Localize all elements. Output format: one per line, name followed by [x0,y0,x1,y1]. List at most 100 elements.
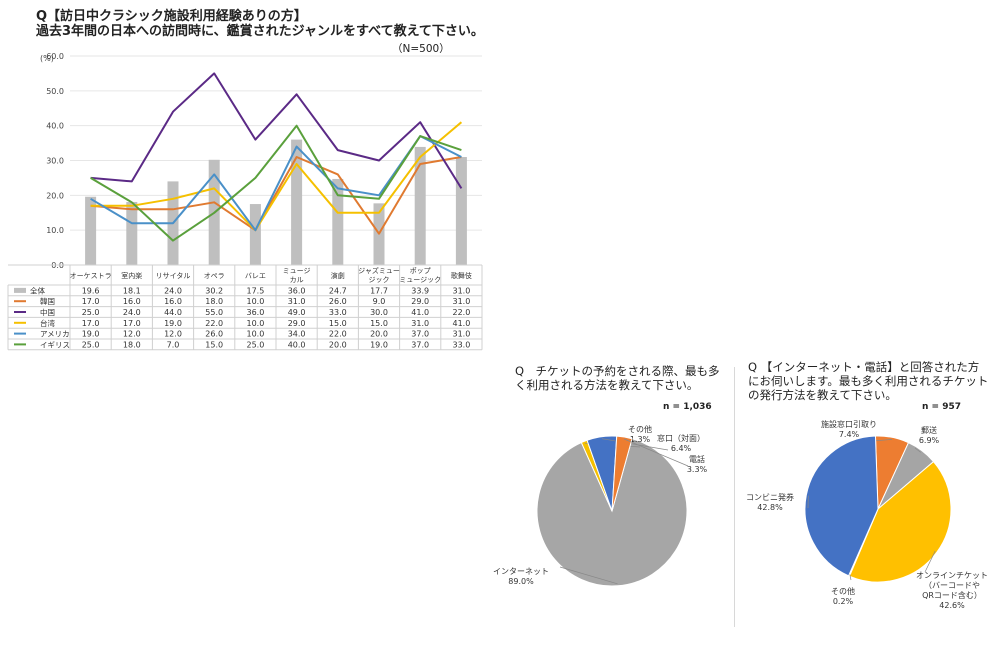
data-value-label: 44.0 [164,308,182,317]
bar-全体 [249,204,261,265]
x-category-label: ミュージ [283,267,311,275]
data-value-label: 19.6 [82,286,100,295]
data-value-label: 24.7 [329,286,347,295]
pie1-slice-value: 3.3% [687,465,708,474]
data-value-label: 55.0 [205,308,223,317]
pie1-slice-name: その他 [628,424,652,434]
pie1-slice-value: 1.3% [630,435,651,444]
data-value-label: 29.0 [288,319,306,328]
data-value-label: 33.0 [452,340,470,349]
data-value-label: 19.0 [82,330,100,339]
data-value-label: 15.0 [205,340,223,349]
data-value-label: 12.0 [123,330,141,339]
data-value-label: 24.0 [164,286,182,295]
pie2-slice-name: コンビニ発券 [746,492,794,502]
pie2-sample-size: n = 957 [922,402,962,412]
data-value-label: 36.0 [288,286,306,295]
data-value-label: 25.0 [246,340,264,349]
data-value-label: 24.0 [123,308,141,317]
legend-label-全体: 全体 [30,285,45,295]
pie2-question-line2: にお伺いします。最も多く利用されるチケット [748,374,989,388]
data-value-label: 16.0 [164,297,182,306]
bar-全体 [414,146,426,265]
x-category-label: バレエ [245,272,266,280]
data-value-label: 25.0 [82,308,100,317]
pie2-leader-line [914,447,922,453]
data-value-label: 18.0 [123,340,141,349]
data-value-label: 22.0 [452,308,470,317]
pie2-question-line1: Q 【インターネット・電話】と回答された方 [748,360,980,374]
legend-label-中国: 中国 [40,307,55,317]
data-value-label: 20.0 [370,330,388,339]
x-category-label: リサイタル [156,271,191,280]
data-value-label: 16.0 [123,297,141,306]
data-value-label: 26.0 [329,297,347,306]
data-value-label: 41.0 [452,319,470,328]
data-value-label: 15.0 [370,319,388,328]
data-value-label: 18.1 [123,286,141,295]
data-value-label: 10.0 [246,297,264,306]
pie1-leader-line [559,566,618,585]
legend-key-全体 [14,287,26,293]
y-tick-label: 10.0 [46,226,64,235]
main-title-line2: 過去3年間の日本への訪問時に、鑑賞されたジャンルをすべて教えて下さい。 [36,24,484,39]
pie2-slice-value: 7.4% [839,430,860,439]
legend-label-アメリカ: アメリカ [40,330,70,339]
series-line-イギリス [90,124,462,242]
data-value-label: 30.2 [205,286,223,295]
data-value-label: 37.0 [411,330,429,339]
data-value-label: 33.0 [329,308,347,317]
data-value-label: 17.0 [82,319,100,328]
pie1-slice-0 [536,438,688,587]
pie2-question: Q 【インターネット・電話】と回答された方 にお伺いします。最も多く利用されるチ… [748,360,988,402]
pie2-slice-2 [848,460,952,583]
data-value-label: 18.0 [205,297,223,306]
x-category-label: ジャズミュー [358,266,400,275]
pie1-leader-line [601,438,669,451]
series-line-台湾 [90,121,463,232]
data-value-label: 19.0 [370,340,388,349]
bar-全体 [455,157,467,265]
pie2-slice-4 [804,435,879,577]
data-value-label: 25.0 [82,340,100,349]
pie1-sample-size: n = 1,036 [663,402,712,412]
data-value-label: 10.0 [246,319,264,328]
legend-label-台湾: 台湾 [40,318,55,328]
x-category-label: 室内楽 [121,271,142,280]
pie2-slice-value: 42.6% [939,601,965,610]
sample-size-note: （N=500） [392,43,450,55]
data-value-label: 31.0 [288,297,306,306]
pie1-leader-line [623,438,689,467]
x-category-label: 演劇 [331,271,345,280]
data-value-label: 12.0 [164,330,182,339]
bar-全体 [85,196,97,265]
y-tick-label: 60.0 [46,52,64,61]
pie2-leader-line [924,550,936,573]
data-value-label: 9.0 [373,297,386,306]
pie1-slice-value: 6.4% [671,444,692,453]
data-value-label: 41.0 [411,308,429,317]
data-value-label: 26.0 [205,330,223,339]
pie2-slice-value: 6.9% [919,436,940,445]
data-value-label: 31.0 [452,330,470,339]
data-value-label: 17.7 [370,286,388,295]
legend-label-韓国: 韓国 [40,296,55,306]
data-value-label: 49.0 [288,308,306,317]
data-value-label: 20.0 [329,340,347,349]
data-value-label: 17.0 [123,319,141,328]
pie2-slice-value: 42.8% [757,503,783,512]
main-title-line1: Q【訪日中クラシック施設利用経験ありの方】 [36,9,307,24]
data-value-label: 17.5 [246,286,264,295]
pie2-slice-name: QRコード含む） [922,590,982,600]
data-value-label: 31.0 [452,297,470,306]
bar-全体 [291,139,303,265]
data-value-label: 17.0 [82,297,100,306]
x-category-label: ポップ [410,267,431,275]
pie2-slice-name: その他 [831,586,855,596]
pie1-question-line2: く利用される方法を教えて下さい。 [515,378,699,392]
y-unit-label: (%) [40,54,54,63]
data-value-label: 10.0 [246,330,264,339]
series-line-韓国 [90,156,462,235]
y-tick-label: 50.0 [46,87,64,96]
data-value-label: 22.0 [329,330,347,339]
